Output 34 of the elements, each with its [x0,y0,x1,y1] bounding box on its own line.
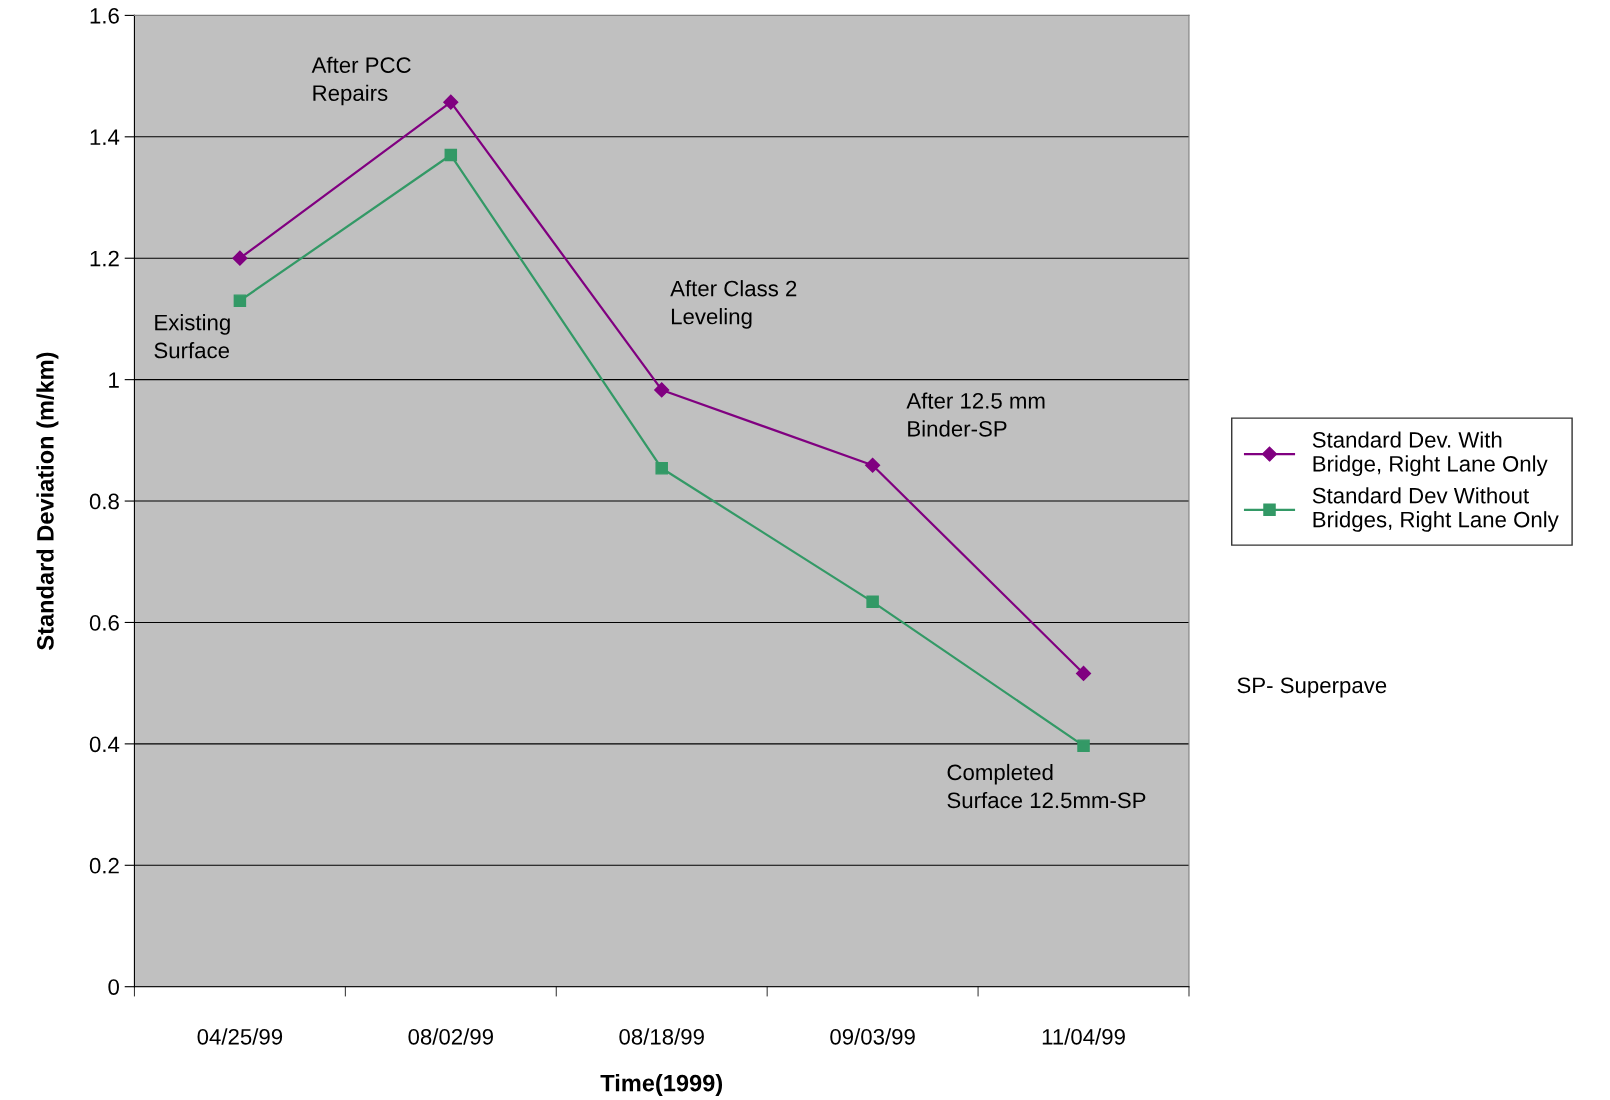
y-tick-label: 0.2 [89,857,119,874]
y-tick-label: 0.4 [89,736,120,753]
annotation: After 12.5 mm Binder-SP [906,392,1045,437]
y-tick-label: 1.6 [90,7,119,24]
y-tick-label: 0.6 [89,615,119,631]
x-tick-label: 08/18/99 [619,1028,704,1045]
x-tick-label: 09/03/99 [830,1028,915,1045]
y-tick-label: 1 [109,372,119,388]
point [1077,739,1090,752]
y-tick-label: 1.2 [90,250,119,267]
point [444,148,458,162]
point [443,94,459,110]
point [233,294,247,307]
point [865,457,881,473]
point [654,382,670,398]
text: SP- Superpave [1237,677,1387,698]
legend-label: Standard Dev. With Bridge, Right Lane Only [1312,431,1548,477]
annotation: After PCC Repairs [311,56,411,106]
annotation: Completed Surface 12.5mm-SP [947,763,1146,809]
point [1075,665,1092,682]
x-tick-label: 04/25/99 [197,1028,283,1045]
y-tick-label: 0.8 [89,493,119,510]
y-tick-label: 0 [108,979,119,995]
point [232,250,248,266]
point [866,595,879,609]
annotation: After Class 2 Leveling [670,280,797,329]
x-axis-title: Time(1999) [600,1074,723,1097]
x-tick-label: 11/04/99 [1042,1028,1125,1045]
point [655,462,668,475]
annotation: Existing Surface [154,314,230,359]
y-axis-title: Standard Deviation (m/km) [36,352,59,650]
y-tick-label: 1.4 [90,129,120,145]
legend-label: Standard Dev Without Bridges, Right Lane Only [1312,487,1559,532]
x-tick-label: 08/02/99 [408,1028,493,1045]
